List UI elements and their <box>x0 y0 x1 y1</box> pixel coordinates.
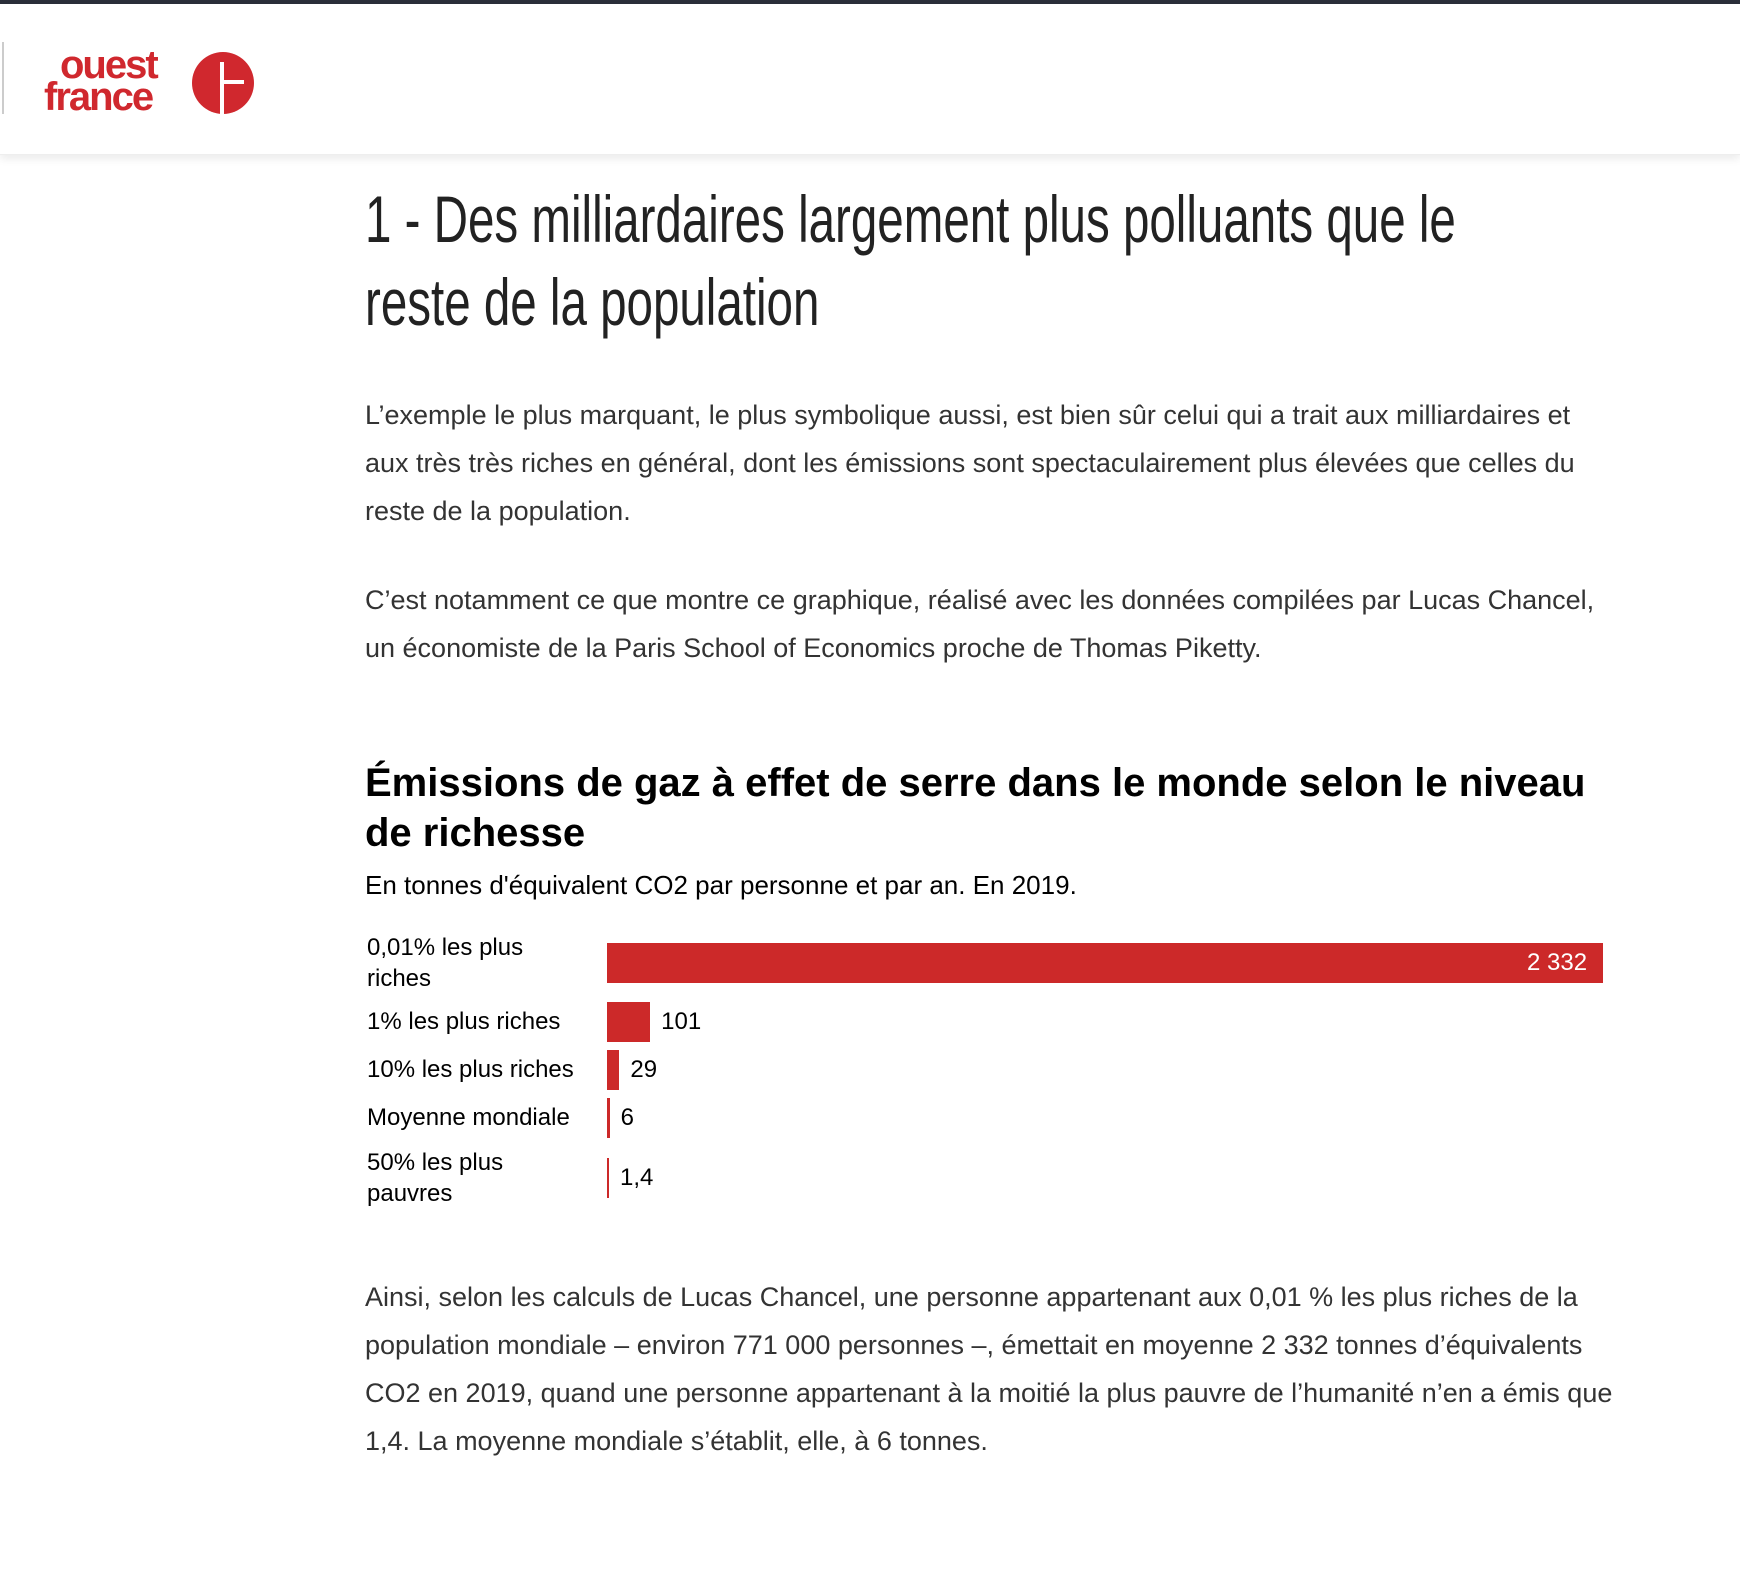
bar-value-label: 6 <box>620 1104 634 1131</box>
article-title-wrap: 1 - Des milliardaires largement plus pol… <box>365 178 1589 344</box>
bar <box>607 1050 620 1090</box>
bar-value-label: 2 332 <box>1527 949 1588 976</box>
bar-label: 0,01% les plus riches <box>367 934 524 992</box>
bar-value-label: 29 <box>630 1056 658 1083</box>
site-header: ouest france <box>0 4 1740 155</box>
header-divider <box>2 42 4 114</box>
bar <box>607 1098 610 1138</box>
logo-word-ouest: ouest <box>60 43 159 87</box>
logo-circle-icon <box>192 52 254 114</box>
bar-value-label: 1,4 <box>620 1164 654 1191</box>
ouest-france-logo[interactable]: ouest france <box>44 44 264 124</box>
bar <box>607 1158 609 1198</box>
paragraph-3: Ainsi, selon les calculs de Lucas Chance… <box>365 1282 1613 1456</box>
bar <box>607 1002 651 1042</box>
bar-label: 50% les plus pauvres <box>367 1149 504 1207</box>
bar-value-label: 101 <box>661 1008 702 1035</box>
logo-word-france: france <box>44 75 154 119</box>
paragraph-2: C’est notamment ce que montre ce graphiq… <box>365 585 1595 663</box>
bar <box>607 943 1603 983</box>
bar-label: 1% les plus riches <box>367 1008 561 1035</box>
bar-label: 10% les plus riches <box>367 1056 574 1083</box>
top-bar <box>0 0 1740 4</box>
chart-subtitle: En tonnes d'équivalent CO2 par personne … <box>365 870 1077 900</box>
article-title: 1 - Des milliardaires largement plus pol… <box>365 182 1456 339</box>
bar-label: Moyenne mondiale <box>367 1104 570 1131</box>
paragraph-1: L’exemple le plus marquant, le plus symb… <box>365 400 1575 526</box>
chart-title: Émissions de gaz à effet de serre dans l… <box>365 761 1586 855</box>
